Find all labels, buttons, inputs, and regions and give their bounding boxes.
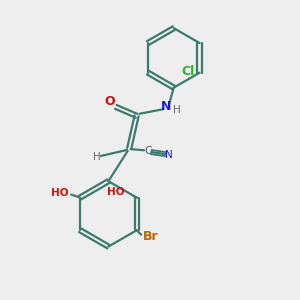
Text: C: C — [144, 146, 151, 156]
Text: O: O — [105, 95, 115, 108]
Text: N: N — [161, 100, 172, 113]
Text: HO: HO — [107, 187, 125, 197]
Text: HO: HO — [51, 188, 69, 198]
Text: N: N — [165, 150, 173, 161]
Text: H: H — [173, 106, 181, 116]
Text: Br: Br — [142, 230, 158, 243]
Text: H: H — [93, 152, 101, 162]
Text: Cl: Cl — [181, 65, 194, 78]
